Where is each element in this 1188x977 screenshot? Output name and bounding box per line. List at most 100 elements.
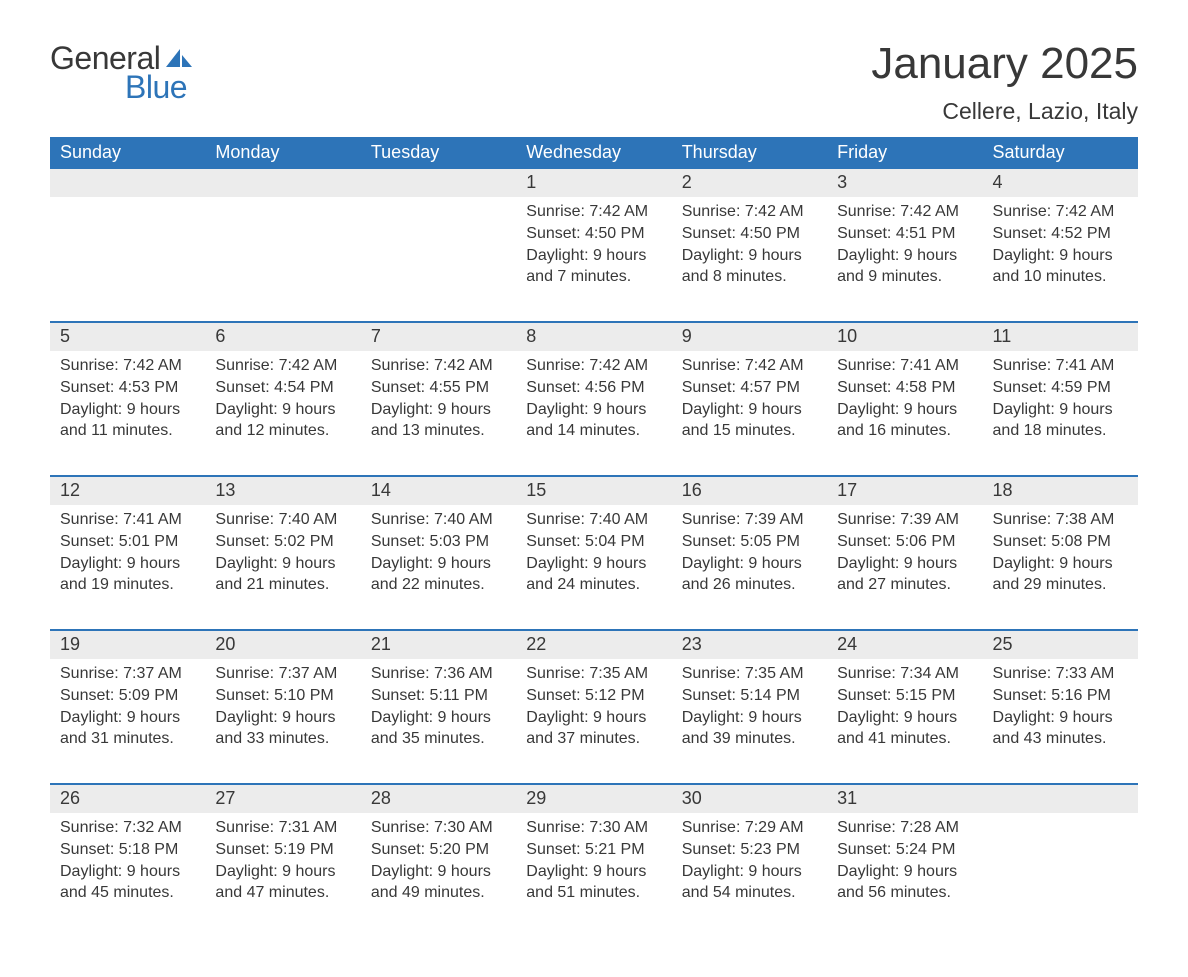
day-line: Sunset: 5:11 PM: [371, 687, 488, 704]
day-number: 16: [672, 477, 827, 505]
day-number: [361, 169, 516, 197]
day-line: Sunrise: 7:36 AM: [371, 665, 493, 682]
calendar-cell: 17Sunrise: 7:39 AMSunset: 5:06 PMDayligh…: [827, 476, 982, 630]
day-line: Daylight: 9 hours and 10 minutes.: [993, 247, 1113, 286]
day-data: Sunrise: 7:40 AMSunset: 5:02 PMDaylight:…: [205, 505, 360, 629]
day-line: Sunset: 4:53 PM: [60, 379, 178, 396]
day-line: Daylight: 9 hours and 31 minutes.: [60, 709, 180, 748]
day-data: Sunrise: 7:31 AMSunset: 5:19 PMDaylight:…: [205, 813, 360, 937]
day-data: [361, 197, 516, 321]
day-data: Sunrise: 7:42 AMSunset: 4:53 PMDaylight:…: [50, 351, 205, 475]
day-line: Sunset: 5:08 PM: [993, 533, 1111, 550]
day-data: Sunrise: 7:41 AMSunset: 4:58 PMDaylight:…: [827, 351, 982, 475]
day-line: Sunrise: 7:42 AM: [215, 357, 337, 374]
calendar-cell: 24Sunrise: 7:34 AMSunset: 5:15 PMDayligh…: [827, 630, 982, 784]
day-number: 25: [983, 631, 1138, 659]
day-line: Sunset: 5:21 PM: [526, 841, 644, 858]
day-line: Sunrise: 7:40 AM: [215, 511, 337, 528]
day-line: Daylight: 9 hours and 7 minutes.: [526, 247, 646, 286]
calendar-cell: 10Sunrise: 7:41 AMSunset: 4:58 PMDayligh…: [827, 322, 982, 476]
day-header: Monday: [205, 137, 360, 169]
day-line: Sunset: 4:57 PM: [682, 379, 800, 396]
day-number: 27: [205, 785, 360, 813]
sail-icon: [164, 47, 194, 69]
day-line: Sunrise: 7:42 AM: [60, 357, 182, 374]
calendar-cell: 3Sunrise: 7:42 AMSunset: 4:51 PMDaylight…: [827, 169, 982, 322]
day-data: Sunrise: 7:42 AMSunset: 4:56 PMDaylight:…: [516, 351, 671, 475]
day-line: Sunset: 4:55 PM: [371, 379, 489, 396]
day-data: Sunrise: 7:35 AMSunset: 5:12 PMDaylight:…: [516, 659, 671, 783]
logo-text-blue: Blue: [125, 69, 187, 106]
day-line: Daylight: 9 hours and 39 minutes.: [682, 709, 802, 748]
day-data: Sunrise: 7:32 AMSunset: 5:18 PMDaylight:…: [50, 813, 205, 937]
day-line: Sunrise: 7:42 AM: [682, 203, 804, 220]
day-line: Daylight: 9 hours and 47 minutes.: [215, 863, 335, 902]
day-number: 24: [827, 631, 982, 659]
calendar-cell: 21Sunrise: 7:36 AMSunset: 5:11 PMDayligh…: [361, 630, 516, 784]
day-line: Sunrise: 7:34 AM: [837, 665, 959, 682]
day-data: [50, 197, 205, 321]
logo: General Blue: [50, 40, 194, 106]
day-line: Sunset: 5:19 PM: [215, 841, 333, 858]
day-number: 15: [516, 477, 671, 505]
page-title: January 2025: [871, 40, 1138, 88]
day-line: Sunset: 5:06 PM: [837, 533, 955, 550]
day-number: [50, 169, 205, 197]
day-number: 19: [50, 631, 205, 659]
day-data: Sunrise: 7:42 AM Sunset: 4:50 PM Daylight:…: [672, 197, 827, 321]
day-line: Sunrise: 7:41 AM: [993, 357, 1115, 374]
day-data: Sunrise: 7:42 AMSunset: 4:54 PMDaylight:…: [205, 351, 360, 475]
calendar-cell: 2Sunrise: 7:42 AMSunset: 4:50 PMDaylight…: [672, 169, 827, 322]
day-line: Sunrise: 7:35 AM: [682, 665, 804, 682]
day-data: Sunrise: 7:30 AMSunset: 5:20 PMDaylight:…: [361, 813, 516, 937]
calendar-cell: [50, 169, 205, 322]
day-number: 30: [672, 785, 827, 813]
day-data: Sunrise: 7:42 AMSunset: 4:57 PMDaylight:…: [672, 351, 827, 475]
day-data: Sunrise: 7:37 AMSunset: 5:10 PMDaylight:…: [205, 659, 360, 783]
day-number: 28: [361, 785, 516, 813]
day-header: Saturday: [983, 137, 1138, 169]
day-number: 12: [50, 477, 205, 505]
day-line: Sunrise: 7:37 AM: [60, 665, 182, 682]
day-line: Sunrise: 7:35 AM: [526, 665, 648, 682]
day-line: Sunset: 5:14 PM: [682, 687, 800, 704]
day-line: Sunset: 5:24 PM: [837, 841, 955, 858]
day-line: Daylight: 9 hours and 56 minutes.: [837, 863, 957, 902]
day-line: Sunset: 5:15 PM: [837, 687, 955, 704]
day-header-row: SundayMondayTuesdayWednesdayThursdayFrid…: [50, 137, 1138, 169]
day-line: Daylight: 9 hours and 16 minutes.: [837, 401, 957, 440]
calendar-cell: 28Sunrise: 7:30 AMSunset: 5:20 PMDayligh…: [361, 784, 516, 937]
day-line: Daylight: 9 hours and 8 minutes.: [682, 247, 802, 286]
day-data: Sunrise: 7:34 AMSunset: 5:15 PMDaylight:…: [827, 659, 982, 783]
day-line: Sunset: 5:01 PM: [60, 533, 178, 550]
day-data: Sunrise: 7:41 AMSunset: 4:59 PMDaylight:…: [983, 351, 1138, 475]
calendar-cell: 8Sunrise: 7:42 AMSunset: 4:56 PMDaylight…: [516, 322, 671, 476]
day-line: Sunrise: 7:32 AM: [60, 819, 182, 836]
calendar-cell: 15Sunrise: 7:40 AMSunset: 5:04 PMDayligh…: [516, 476, 671, 630]
day-number: 10: [827, 323, 982, 351]
calendar-cell: 12Sunrise: 7:41 AMSunset: 5:01 PMDayligh…: [50, 476, 205, 630]
calendar-cell: 1Sunrise: 7:42 AMSunset: 4:50 PMDaylight…: [516, 169, 671, 322]
day-line: Sunset: 4:50 PM: [682, 225, 800, 242]
day-line: Daylight: 9 hours and 18 minutes.: [993, 401, 1113, 440]
calendar-cell: 23Sunrise: 7:35 AMSunset: 5:14 PMDayligh…: [672, 630, 827, 784]
calendar-cell: 26Sunrise: 7:32 AMSunset: 5:18 PMDayligh…: [50, 784, 205, 937]
day-number: 4: [983, 169, 1138, 197]
day-line: Daylight: 9 hours and 22 minutes.: [371, 555, 491, 594]
day-number: 26: [50, 785, 205, 813]
day-line: Daylight: 9 hours and 35 minutes.: [371, 709, 491, 748]
day-line: Sunrise: 7:42 AM: [371, 357, 493, 374]
day-data: [983, 813, 1138, 937]
day-number: 8: [516, 323, 671, 351]
day-line: Sunset: 4:52 PM: [993, 225, 1111, 242]
day-number: 22: [516, 631, 671, 659]
day-line: Sunset: 5:04 PM: [526, 533, 644, 550]
day-data: Sunrise: 7:40 AMSunset: 5:04 PMDaylight:…: [516, 505, 671, 629]
day-line: Sunset: 5:18 PM: [60, 841, 178, 858]
day-line: Daylight: 9 hours and 13 minutes.: [371, 401, 491, 440]
day-number: 29: [516, 785, 671, 813]
day-number: 6: [205, 323, 360, 351]
day-line: Sunrise: 7:28 AM: [837, 819, 959, 836]
calendar-cell: 25Sunrise: 7:33 AMSunset: 5:16 PMDayligh…: [983, 630, 1138, 784]
day-line: Daylight: 9 hours and 26 minutes.: [682, 555, 802, 594]
